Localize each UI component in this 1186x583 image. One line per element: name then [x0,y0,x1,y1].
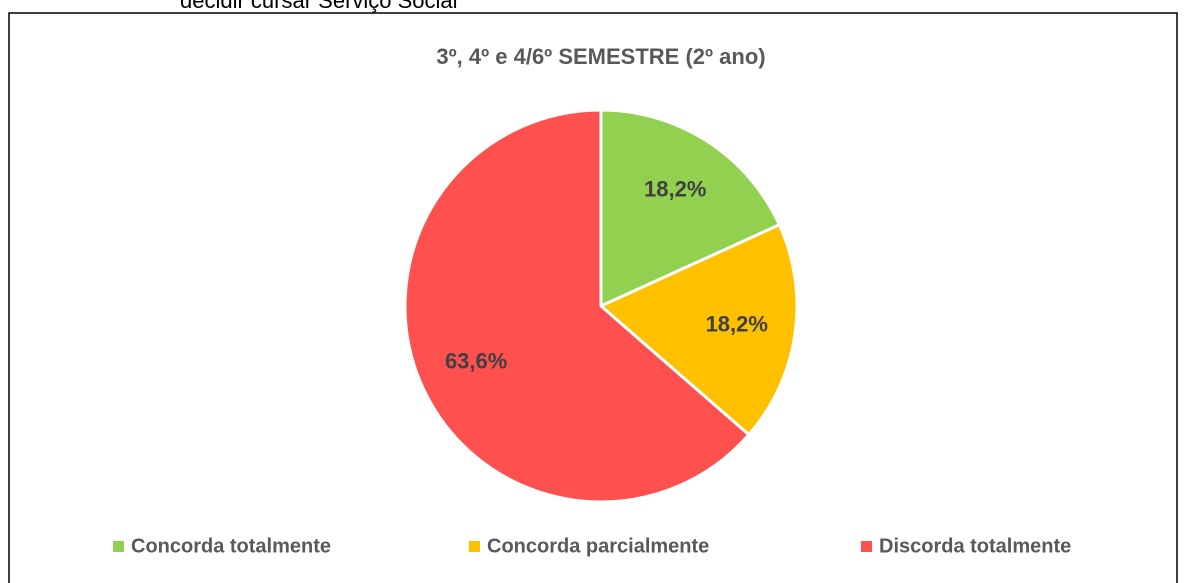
data-label: 18,2% [706,312,768,337]
legend-label: Discorda totalmente [879,535,1071,557]
legend-label: Concorda parcialmente [487,535,709,557]
pie-slice [598,222,799,437]
chart-title: 3º, 4º e 4/6º SEMESTRE (2º ano) [436,44,765,69]
data-label: 18,2% [644,176,706,201]
legend-label: Concorda totalmente [131,535,331,557]
pie-slice [403,108,751,504]
legend-swatch [113,541,124,552]
legend-swatch [861,541,872,552]
caption: decidir cursar Serviço Social [180,0,458,13]
data-label: 63,6% [445,349,507,374]
pie-slice [599,108,782,309]
legend-swatch [469,541,480,552]
